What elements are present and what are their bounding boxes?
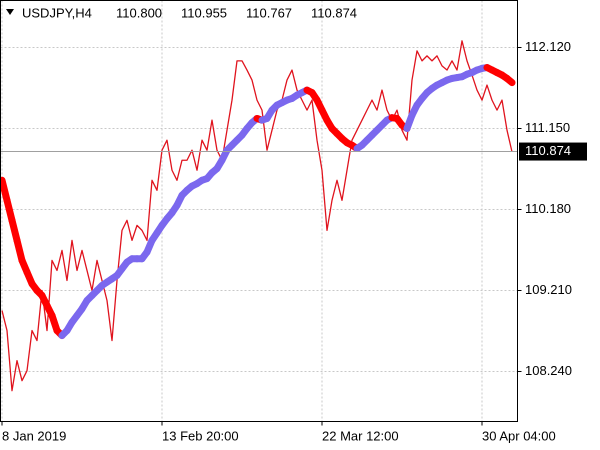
x-tick-label: 8 Jan 2019	[2, 428, 66, 443]
price-line	[1, 40, 513, 392]
y-tick-label: 111.150	[525, 120, 570, 135]
x-tick-label: 30 Apr 04:00	[482, 428, 556, 443]
x-tick-label: 22 Mar 12:00	[322, 428, 399, 443]
y-tick-label: 112.120	[525, 39, 571, 54]
ohlc-open: 110.800	[116, 5, 162, 20]
last-price-box	[519, 142, 587, 161]
y-tick-label: 108.240	[525, 363, 572, 378]
last-price-label: 110.874	[525, 143, 571, 158]
y-tick-label: 109.210	[525, 282, 572, 297]
chart-title: USDJPY,H4	[22, 5, 92, 20]
ohlc-high: 110.955	[181, 5, 227, 20]
plot-frame	[0, 0, 518, 422]
data-layer	[0, 40, 518, 392]
ohlc-low: 110.767	[246, 5, 292, 20]
y-tick-label: 110.180	[525, 201, 571, 216]
ma-segment	[503, 74, 516, 87]
x-tick-label: 13 Feb 20:00	[162, 428, 239, 443]
ohlc-close: 110.874	[311, 5, 357, 20]
menu-triangle	[6, 9, 14, 15]
